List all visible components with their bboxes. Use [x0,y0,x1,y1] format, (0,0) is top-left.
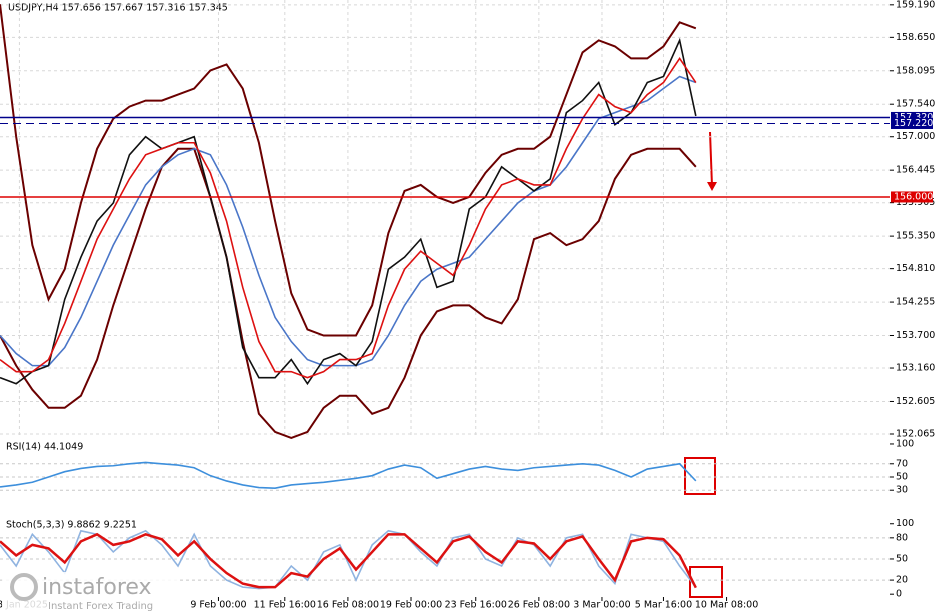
arrow-head [707,182,717,191]
annotations [684,131,723,598]
series-line [0,75,697,367]
y-tick-label: 50 [896,471,908,482]
arrow [709,131,713,187]
series-line [0,461,697,490]
y-tick-label: 152.065 [896,428,935,439]
watermark: instaforex Instant Forex Trading [2,572,178,612]
price-tag [891,117,933,129]
watermark-tagline: Instant Forex Trading [48,601,153,612]
x-tick-label: 19 Feb 00:00 [380,600,442,611]
price-tag-label: 157.220 [894,118,933,129]
y-tick-label: 80 [896,532,908,543]
y-tick-label: 70 [896,458,908,469]
price-tag [891,191,933,203]
main-title: USDJPY,H4 157.656 157.667 157.316 157.34… [8,3,228,14]
rsi-title: RSI(14) 44.1049 [6,442,83,453]
y-tick-label: 157.000 [896,131,935,142]
highlight-box [684,457,716,495]
y-tick-label: 156.445 [896,165,935,176]
y-tick-label: 152.605 [896,396,935,407]
watermark-logo [10,573,38,601]
y-tick-label: 158.650 [896,32,935,43]
price-tag [891,111,933,123]
series-line [0,529,697,590]
x-tick-label: 11 Feb 16:00 [254,600,316,611]
y-tick-label: 157.540 [896,99,935,110]
y-tick-label: 50 [896,553,908,564]
y-tick-label: 0 [896,589,902,600]
x-tick-label: 3 Mar 00:00 [573,600,630,611]
y-tick-label: 155.905 [896,197,935,208]
x-tick-label: 9 Feb 00:00 [190,600,246,611]
price-tag-label: 157.320 [894,112,933,123]
x-tick-label: 5 Mar 16:00 [635,600,692,611]
price-tag-label: 156.000 [894,191,933,202]
x-tick-label: 16 Feb 08:00 [317,600,379,611]
y-tick-label: 154.810 [896,263,935,274]
y-tick-label: 30 [896,485,908,496]
y-tick-label: 20 [896,575,908,586]
y-tick-label: 155.350 [896,231,935,242]
y-tick-label: 154.255 [896,297,935,308]
series-line [0,532,697,589]
series-line [0,4,697,337]
y-tick-label: 153.700 [896,330,935,341]
x-tick-label: 23 Feb 16:00 [445,600,507,611]
highlight-box [689,566,723,598]
x-tick-label: 10 Mar 08:00 [695,600,758,611]
watermark-brand: instaforex [42,575,152,600]
series-line [0,147,697,439]
y-tick-label: 158.095 [896,65,935,76]
stoch-title: Stoch(5,3,3) 9.8862 9.2251 [6,520,137,531]
y-tick-label: 100 [896,518,914,529]
x-tick-label: 26 Feb 08:00 [508,600,570,611]
y-tick-label: 100 [896,438,914,449]
y-tick-label: 159.190 [896,0,935,10]
y-tick-label: 153.160 [896,363,935,374]
